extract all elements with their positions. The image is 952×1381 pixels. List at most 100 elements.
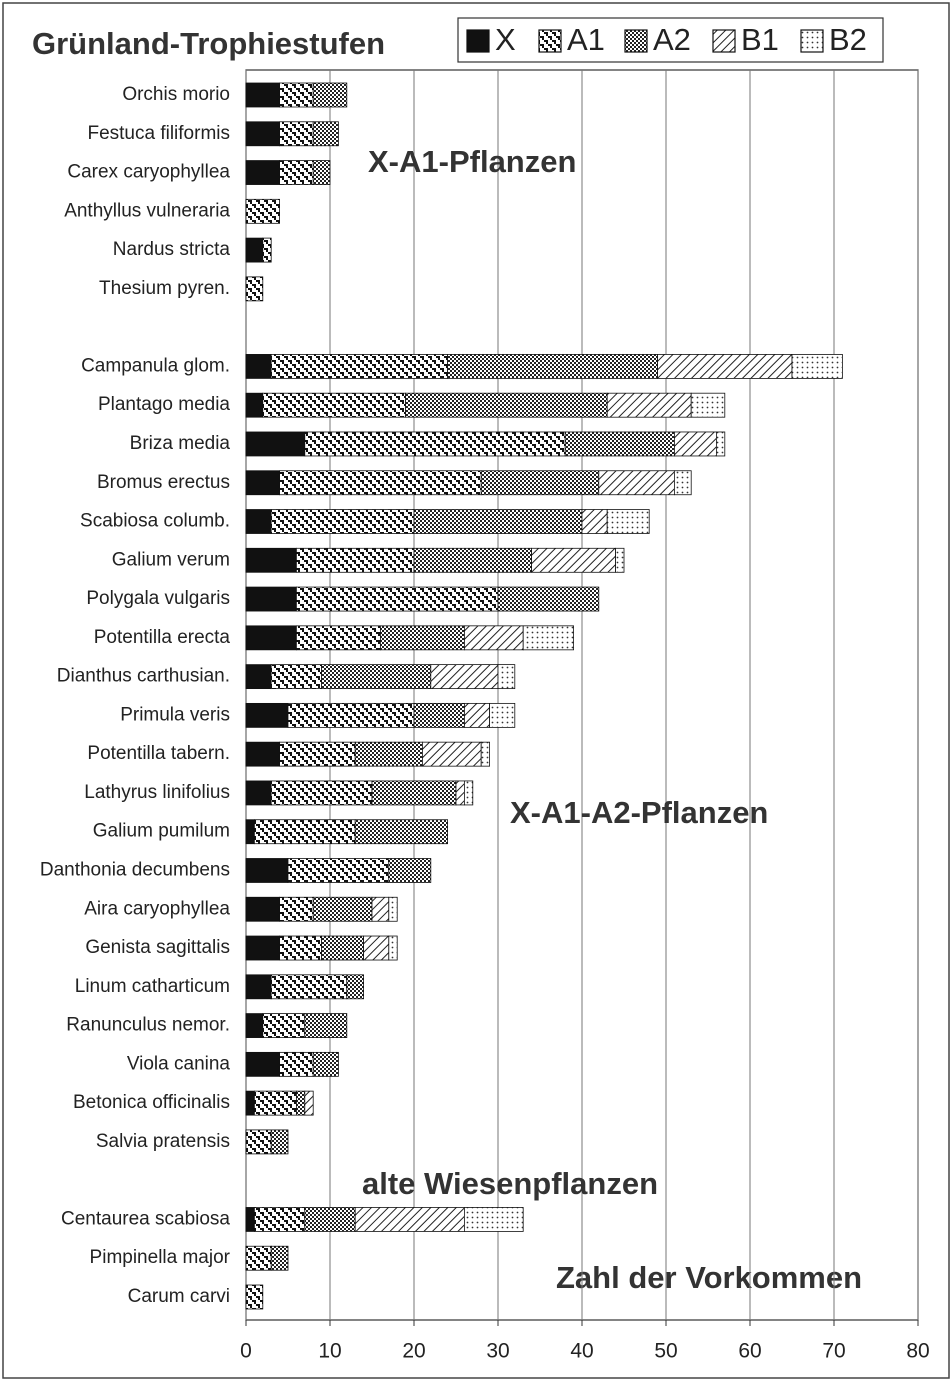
legend-label: X — [495, 22, 516, 57]
bar-segment — [245, 702, 289, 728]
legend-swatch — [466, 29, 490, 53]
y-tick-label: Nardus stricta — [113, 239, 231, 260]
bar-segment — [312, 121, 339, 147]
bar-segment — [615, 547, 625, 573]
y-tick-label: Bromus erectus — [97, 472, 230, 493]
legend-label: B2 — [829, 22, 867, 57]
bar-segment — [354, 819, 449, 845]
bar-segment — [245, 586, 297, 612]
bar-segment — [371, 896, 390, 922]
legend-label: B1 — [741, 22, 779, 57]
bar-segment — [262, 1013, 306, 1038]
bar-segment — [531, 547, 616, 573]
x-tick-label: 10 — [318, 1340, 341, 1363]
bar-segment — [245, 431, 306, 457]
y-tick-label: Scabiosa columb. — [80, 511, 230, 532]
bar-segment — [287, 702, 415, 728]
y-tick-label: Salvia pratensis — [96, 1131, 230, 1152]
bar-segment — [304, 1207, 356, 1232]
bar-segment — [245, 237, 264, 263]
legend-swatch — [712, 29, 736, 53]
bar-segment — [304, 1013, 348, 1038]
y-tick-label: Pimpinella major — [90, 1247, 231, 1268]
chart-title: Grünland-Trophiestufen — [32, 26, 385, 61]
y-tick-label: Anthyllus vulneraria — [64, 200, 230, 221]
bar-segment — [270, 1245, 289, 1271]
bar-segment — [270, 509, 415, 534]
y-tick-label: Potentilla erecta — [94, 627, 231, 648]
legend-swatch — [800, 29, 824, 53]
bar-segment — [371, 780, 457, 806]
bar-segment — [245, 1090, 255, 1116]
bar-segment — [245, 1051, 280, 1077]
bar-segment — [295, 547, 415, 573]
bar-segment — [405, 392, 608, 418]
y-tick-label: Festuca filiformis — [87, 123, 230, 144]
y-tick-label: Genista sagittalis — [85, 937, 230, 958]
y-tick-label: Plantago media — [98, 394, 230, 415]
y-tick-label: Carex caryophyllea — [67, 162, 230, 183]
bar-segment — [245, 896, 280, 922]
y-tick-label: Galium verum — [112, 549, 230, 570]
annotation: X-A1-A2-Pflanzen — [510, 795, 768, 830]
bar-segment — [245, 509, 272, 534]
bar-segment — [598, 470, 675, 496]
bar-segment — [245, 547, 297, 573]
bar-segment — [354, 1207, 465, 1232]
bar-segment — [245, 858, 289, 883]
bar-segment — [245, 1245, 272, 1271]
bar-segment — [253, 1207, 306, 1232]
bar-segment — [413, 702, 465, 728]
bar-segment — [279, 160, 314, 185]
bar-segment — [674, 470, 692, 496]
bar-segment — [245, 121, 280, 147]
bar-segment — [245, 198, 280, 224]
bar-segment — [321, 664, 432, 690]
bar-segment — [363, 935, 390, 961]
bar-segment — [716, 431, 726, 457]
bar-segment — [270, 664, 323, 690]
bar-segment — [270, 974, 348, 1000]
y-tick-label: Danthonia decumbens — [40, 859, 230, 880]
bar-segment — [522, 625, 575, 651]
bar-segment — [463, 702, 490, 728]
y-tick-label: Aira caryophyllea — [84, 898, 230, 919]
bar-segment — [674, 431, 717, 457]
bar-segment — [279, 470, 482, 496]
bar-segment — [312, 82, 348, 108]
x-tick-label: 60 — [738, 1340, 761, 1363]
bar-segment — [480, 470, 600, 496]
bar-segment — [245, 1207, 255, 1232]
bar-segment — [253, 819, 356, 845]
bar-segment — [245, 741, 280, 767]
bar-segment — [321, 935, 365, 961]
legend-swatch — [624, 29, 648, 53]
bar-segment — [279, 82, 314, 108]
bar-segment — [413, 509, 583, 534]
legend-label: A2 — [653, 22, 691, 57]
annotation: alte Wiesenpflanzen — [362, 1166, 658, 1201]
x-tick-label: 30 — [486, 1340, 509, 1363]
bar-segment — [279, 896, 314, 922]
bar-segment — [245, 974, 272, 1000]
bar-segment — [312, 1051, 339, 1077]
bar-segment — [245, 625, 297, 651]
bar-segment — [312, 896, 373, 922]
y-tick-label: Potentilla tabern. — [87, 743, 230, 764]
bar-segment — [421, 741, 482, 767]
bar-segment — [346, 974, 364, 1000]
bar-segment — [262, 392, 406, 418]
legend-label: A1 — [567, 22, 605, 57]
bar-segment — [245, 470, 280, 496]
bar-segment — [245, 1013, 264, 1038]
bar-segment — [287, 858, 390, 883]
bar-segment — [463, 1207, 524, 1232]
y-tick-label: Campanula glom. — [81, 355, 230, 376]
bar-segment — [480, 741, 491, 767]
bar-segment — [463, 780, 474, 806]
bar-segment — [253, 1090, 297, 1116]
bar-segment — [606, 392, 692, 418]
bar-segment — [295, 625, 381, 651]
